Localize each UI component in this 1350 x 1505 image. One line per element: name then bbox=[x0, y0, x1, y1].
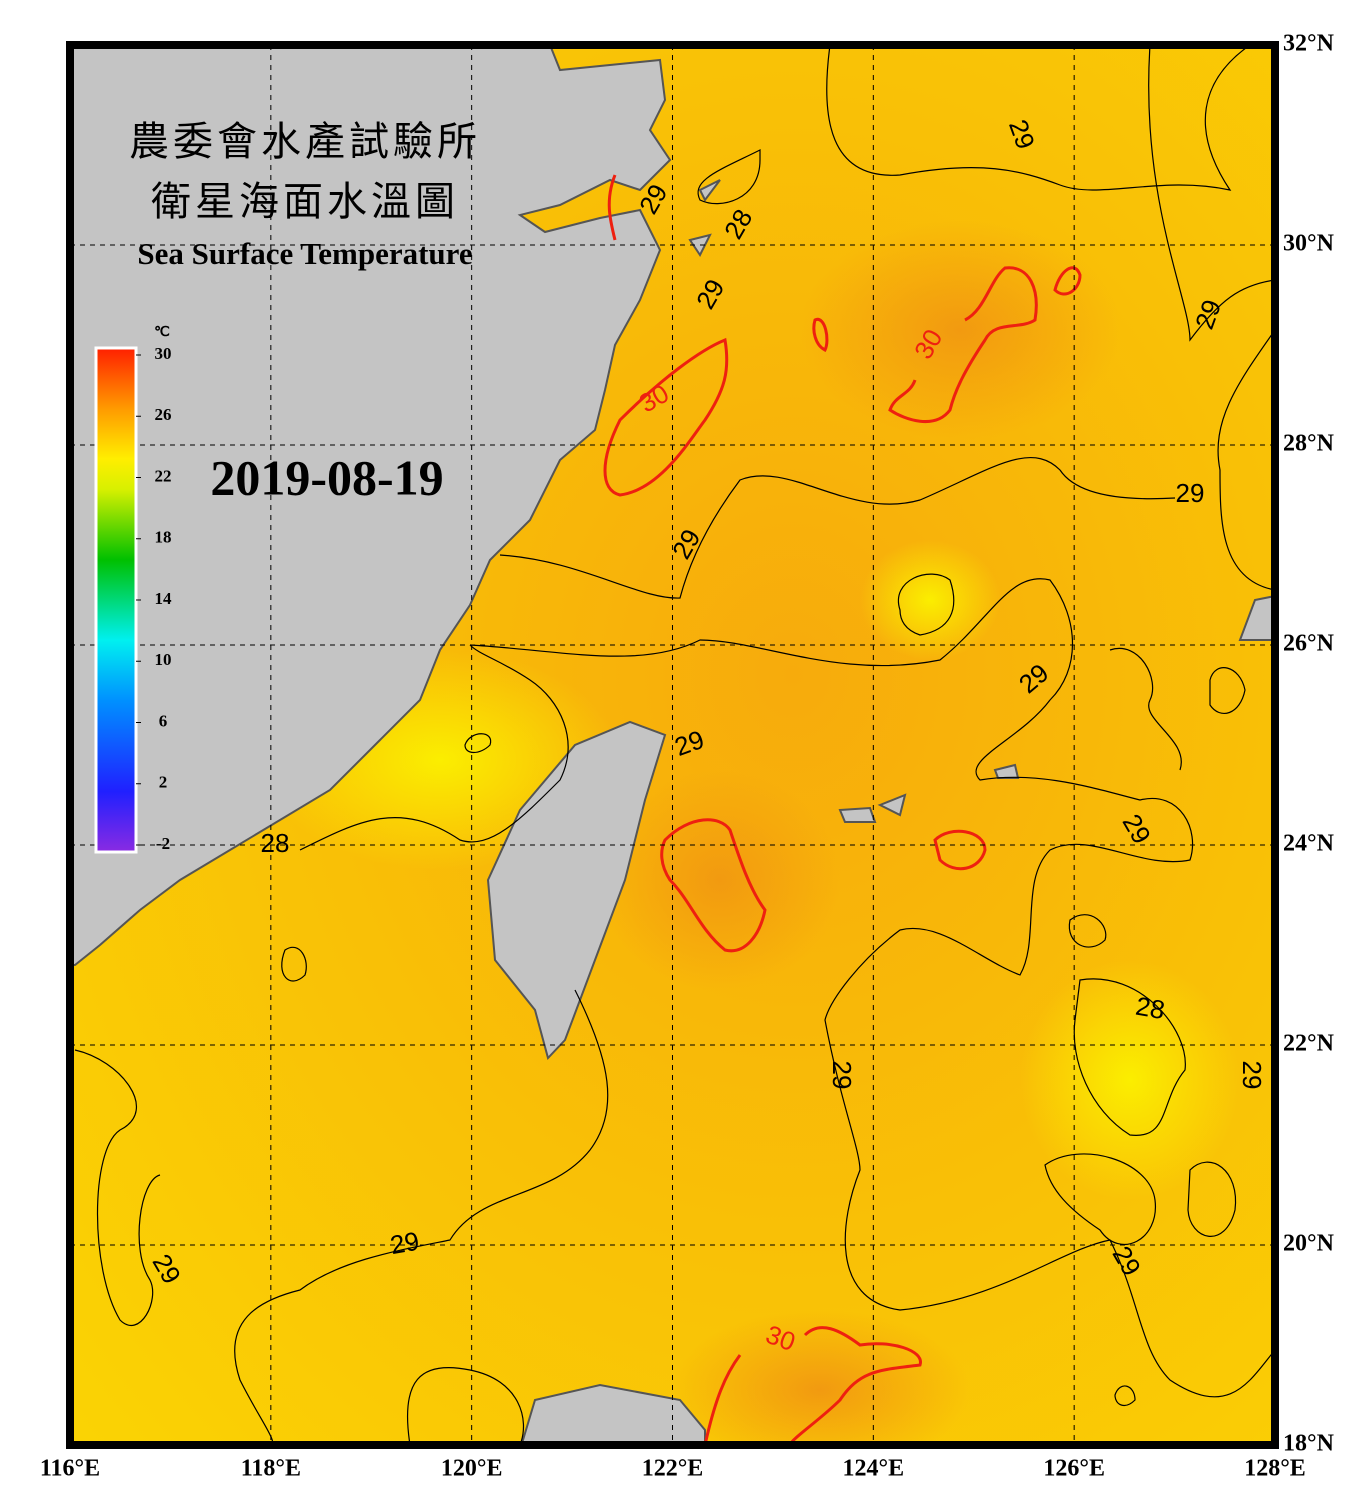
sea bbox=[860, 540, 1000, 660]
contour bbox=[897, 573, 955, 636]
land bbox=[74, 49, 672, 966]
contour-label: 29 bbox=[1176, 478, 1205, 508]
lat-label: 24°N bbox=[1283, 831, 1335, 857]
lon-label: 120°E bbox=[441, 1456, 503, 1482]
title-en: Sea Surface Temperature bbox=[137, 236, 472, 271]
colorbar-tick-label: 26 bbox=[155, 405, 172, 424]
sea bbox=[800, 220, 1120, 440]
contour bbox=[1068, 914, 1107, 948]
contour-30 bbox=[660, 818, 767, 953]
contour bbox=[464, 733, 492, 754]
colorbar-ticks: 30 26 22 18 14 10 6 2 -2 bbox=[136, 344, 172, 853]
contour-30 bbox=[704, 1326, 922, 1441]
contour-30 bbox=[603, 337, 729, 497]
contour-30 bbox=[933, 829, 987, 871]
lat-label: 22°N bbox=[1283, 1031, 1335, 1057]
map-frame bbox=[66, 41, 1279, 1449]
colorbar-tick-label: 22 bbox=[155, 466, 172, 485]
contour bbox=[1148, 49, 1271, 342]
title-zh: 農委會水產試驗所 bbox=[129, 119, 481, 165]
contour-label: 29 bbox=[1237, 1061, 1267, 1090]
lon-label: 116°E bbox=[40, 1456, 100, 1482]
contour bbox=[299, 644, 569, 851]
contour bbox=[74, 1049, 161, 1327]
grid bbox=[74, 49, 1271, 1441]
colorbar-tick-label: -2 bbox=[156, 834, 170, 853]
contour bbox=[406, 1366, 524, 1441]
colorbar bbox=[94, 346, 138, 854]
colorbar-tick-label: 6 bbox=[159, 711, 168, 730]
contour-30 bbox=[812, 317, 829, 353]
lat-label: 18°N bbox=[1283, 1431, 1335, 1457]
colorbar-tick-label: 10 bbox=[155, 650, 172, 669]
contour bbox=[1187, 1161, 1237, 1237]
lat-label: 20°N bbox=[1283, 1231, 1335, 1257]
lon-label: 118°E bbox=[241, 1456, 301, 1482]
lon-label: 124°E bbox=[843, 1456, 905, 1482]
lat-label: 26°N bbox=[1283, 631, 1335, 657]
contour bbox=[1044, 1153, 1156, 1246]
land bbox=[521, 1383, 706, 1441]
contour-label: 29 bbox=[388, 1226, 422, 1261]
contour bbox=[1209, 667, 1246, 714]
contour bbox=[499, 457, 1176, 599]
land bbox=[486, 720, 667, 1060]
contour bbox=[469, 578, 1271, 1398]
sea bbox=[600, 770, 840, 990]
contour-30 bbox=[1053, 266, 1082, 296]
title-zh: 衛星海面水溫圖 bbox=[151, 179, 459, 225]
lat-label: 30°N bbox=[1283, 231, 1335, 257]
land bbox=[688, 179, 1020, 823]
contour bbox=[1217, 334, 1271, 590]
contour-label: 28 bbox=[261, 828, 290, 858]
contour-label: 29 bbox=[827, 1061, 857, 1090]
colorbar-unit: ℃ bbox=[154, 325, 170, 340]
contour bbox=[1073, 978, 1186, 1136]
land bbox=[1238, 595, 1271, 641]
contour bbox=[697, 149, 761, 205]
colorbar-tick-label: 18 bbox=[155, 528, 172, 547]
lon-label: 128°E bbox=[1244, 1456, 1306, 1482]
lat-label: 28°N bbox=[1283, 431, 1335, 457]
contour-label: 28 bbox=[1134, 991, 1168, 1026]
contour-30 bbox=[888, 266, 1038, 424]
sea bbox=[670, 1310, 970, 1441]
date: 2019-08-19 bbox=[210, 449, 443, 505]
colorbar-tick-label: 14 bbox=[155, 589, 173, 608]
axis-labels: 116°E 118°E 120°E 122°E 124°E 126°E 128°E 32°N 3… bbox=[40, 31, 1335, 1482]
contour bbox=[1109, 647, 1182, 771]
contour-30 bbox=[607, 174, 617, 241]
contour bbox=[234, 989, 609, 1441]
lat-label: 32°N bbox=[1283, 31, 1335, 57]
contour bbox=[826, 49, 1246, 191]
contour bbox=[1114, 1385, 1136, 1407]
lon-label: 122°E bbox=[642, 1456, 704, 1482]
colorbar-tick-label: 30 bbox=[155, 344, 172, 363]
sea bbox=[1020, 960, 1240, 1200]
lon-label: 126°E bbox=[1043, 1456, 1105, 1482]
contour bbox=[281, 946, 307, 982]
colorbar-tick-label: 2 bbox=[159, 773, 168, 792]
